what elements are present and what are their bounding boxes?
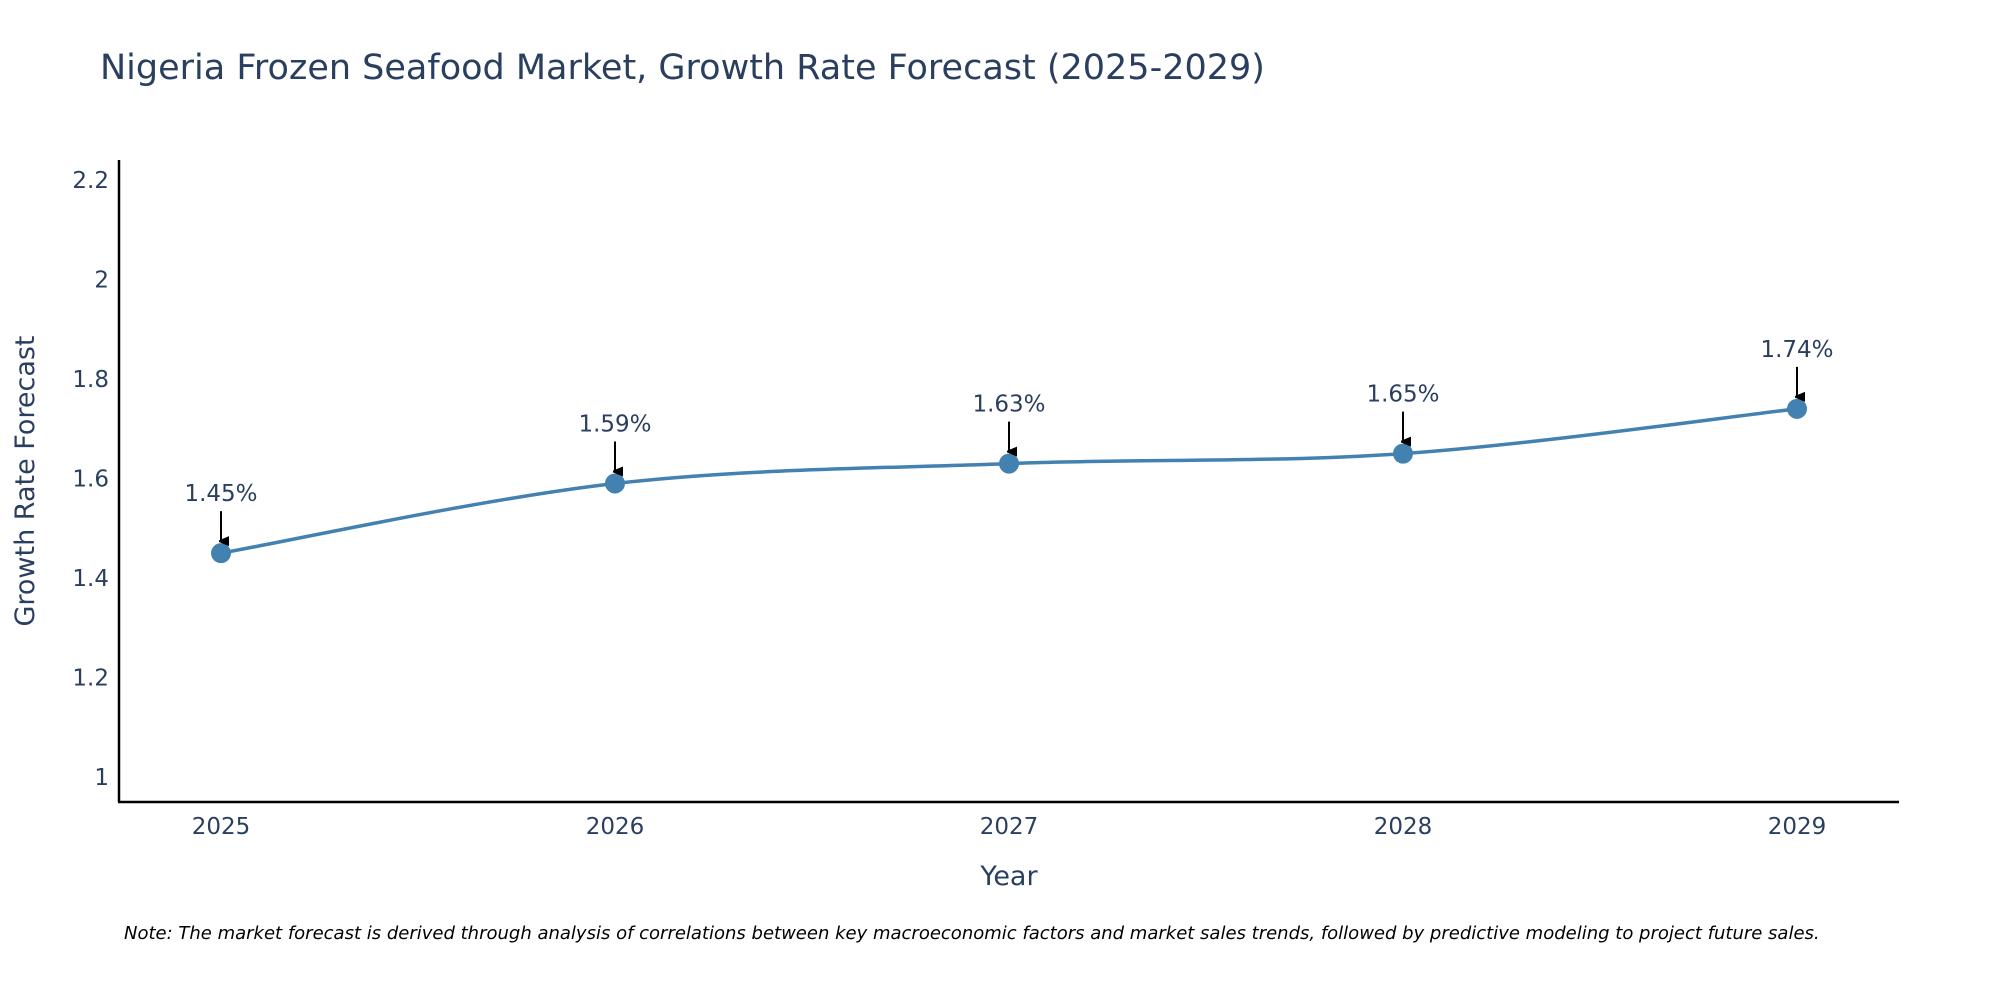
y-tick-label: 1 [94,765,109,791]
y-tick-label: 2.2 [72,168,109,194]
data-point-marker [211,543,231,564]
x-axis-title: Year [979,861,1038,892]
data-label-annotations: 1.45% 1.59% 1.63% 1.65% 1.74% [184,337,1834,541]
y-axis-ticks: 1 1.2 1.4 1.6 1.8 2 2.2 [72,168,109,791]
y-tick-label: 1.6 [72,467,109,493]
y-axis-title: Growth Rate Forecast [10,335,41,626]
y-tick-label: 1.4 [72,566,109,592]
x-tick-label: 2028 [1374,814,1433,840]
chart-title: Nigeria Frozen Seafood Market, Growth Ra… [100,48,1265,88]
x-axis-ticks: 2025 2026 2027 2028 2029 [192,814,1827,840]
data-label: 1.59% [578,411,651,437]
data-label: 1.65% [1366,382,1439,408]
y-tick-label: 2 [94,267,109,293]
y-tick-label: 1.8 [72,367,109,393]
data-label: 1.63% [972,392,1045,418]
data-point-marker [605,473,625,494]
data-point-marker [999,453,1019,474]
y-tick-label: 1.2 [72,666,109,692]
data-label: 1.45% [184,481,257,507]
data-point-marker [1787,398,1807,419]
footnote: Note: The market forecast is derived thr… [124,923,1820,944]
x-tick-label: 2027 [980,814,1039,840]
x-tick-label: 2026 [586,814,645,840]
x-tick-label: 2025 [192,814,251,840]
series-markers [211,398,1807,564]
x-tick-label: 2029 [1768,814,1827,840]
data-point-marker [1393,443,1413,464]
data-label: 1.74% [1760,337,1833,363]
